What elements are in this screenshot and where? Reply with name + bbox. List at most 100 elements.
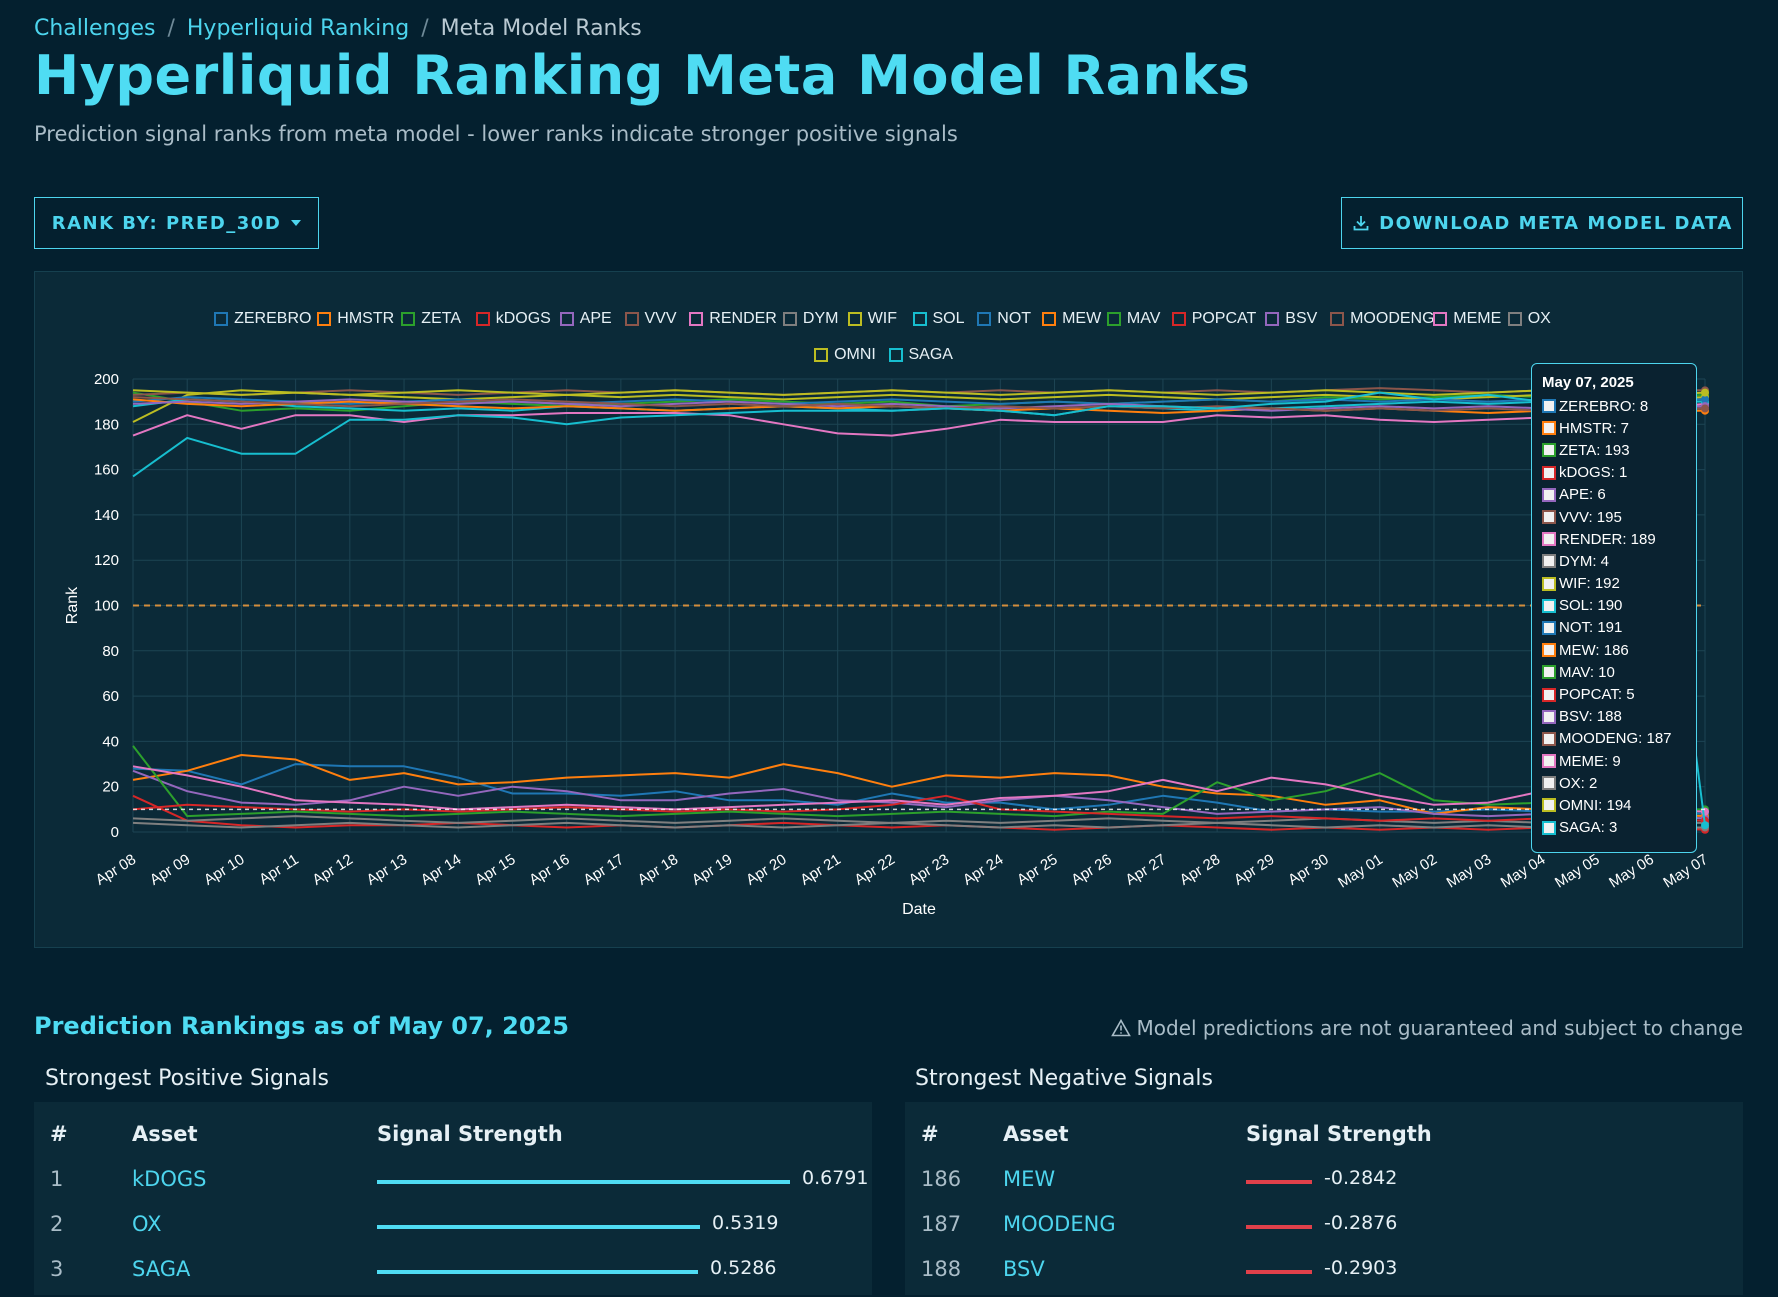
legend-label: MOODENG xyxy=(1350,310,1435,327)
series-line-bsv xyxy=(132,398,1706,412)
legend-item-mav[interactable]: MAV xyxy=(1106,310,1160,328)
page-subtitle: Prediction signal ranks from meta model … xyxy=(34,122,958,146)
tooltip-swatch xyxy=(1542,665,1556,680)
legend-item-wif[interactable]: WIF xyxy=(847,310,898,328)
tooltip-row: VVV: 195 xyxy=(1542,506,1686,528)
legend-swatch xyxy=(912,312,927,326)
x-tick-label: May 06 xyxy=(1606,851,1657,891)
x-tick-label: May 07 xyxy=(1660,851,1711,891)
y-tick-label: 160 xyxy=(94,462,119,479)
asset-link-saga[interactable]: SAGA xyxy=(132,1257,191,1281)
legend-label: HMSTR xyxy=(337,310,395,327)
legend-swatch xyxy=(689,312,704,326)
table-row: 3 SAGA 0.5286 xyxy=(34,1257,872,1297)
legend-item-zerebro[interactable]: ZEREBRO xyxy=(214,310,311,328)
rank-by-label: RANK BY: PRED_30D xyxy=(51,212,282,234)
legend-label: SAGA xyxy=(908,346,953,363)
legend-item-kdogs[interactable]: kDOGS xyxy=(475,310,551,328)
series-point-saga xyxy=(1701,821,1709,830)
x-tick-label: Apr 28 xyxy=(1177,851,1223,889)
breadcrumb-current: Meta Model Ranks xyxy=(440,16,642,41)
legend-label: ZEREBRO xyxy=(234,310,312,327)
legend-item-ape[interactable]: APE xyxy=(559,310,612,328)
legend-swatch xyxy=(214,312,229,326)
tooltip-row: ZETA: 193 xyxy=(1542,439,1686,461)
tooltip-swatch xyxy=(1542,576,1556,591)
tooltip-value: HMSTR: 7 xyxy=(1559,419,1630,437)
legend-item-zeta[interactable]: ZETA xyxy=(401,310,461,328)
signal-strength-value: -0.2876 xyxy=(1324,1212,1398,1234)
x-tick-label: Apr 08 xyxy=(93,851,139,889)
row-rank: 3 xyxy=(50,1257,64,1281)
tooltip-swatch xyxy=(1542,487,1556,502)
asset-link-kdogs[interactable]: kDOGS xyxy=(132,1167,207,1191)
legend-item-vvv[interactable]: VVV xyxy=(624,310,677,328)
legend-swatch xyxy=(475,312,490,326)
tooltip-row: APE: 6 xyxy=(1542,484,1686,506)
asset-link-mew[interactable]: MEW xyxy=(1003,1167,1056,1191)
legend-item-omni[interactable]: OMNI xyxy=(814,346,876,364)
series-line-render xyxy=(132,402,1706,437)
tooltip-swatch xyxy=(1542,598,1556,613)
download-icon xyxy=(1353,216,1369,231)
tooltip-swatch xyxy=(1542,820,1556,835)
legend-item-meme[interactable]: MEME xyxy=(1433,310,1501,328)
tooltip-value: BSV: 188 xyxy=(1559,708,1622,726)
legend-item-sol[interactable]: SOL xyxy=(912,310,965,328)
series-line-hmstr xyxy=(132,754,1706,818)
x-tick-label: Apr 19 xyxy=(689,851,735,889)
page-title: Hyperliquid Ranking Meta Model Ranks xyxy=(34,44,1251,107)
rank-by-dropdown[interactable]: RANK BY: PRED_30D xyxy=(34,197,319,249)
legend-item-dym[interactable]: DYM xyxy=(782,310,838,328)
legend-label: MEW xyxy=(1062,310,1102,327)
asset-link-bsv[interactable]: BSV xyxy=(1003,1257,1045,1281)
legend-label: OX xyxy=(1527,310,1551,327)
download-meta-model-button[interactable]: DOWNLOAD META MODEL DATA xyxy=(1341,197,1743,249)
table-row: 186 MEW -0.2842 xyxy=(905,1167,1743,1207)
table-row: 2 OX 0.5319 xyxy=(34,1212,872,1252)
asset-link-moodeng[interactable]: MOODENG xyxy=(1003,1212,1116,1236)
tooltip-title: May 07, 2025 xyxy=(1542,374,1634,391)
tooltip-row: MEW: 186 xyxy=(1542,639,1686,661)
tooltip-row: SAGA: 3 xyxy=(1542,817,1686,839)
legend-label: ZETA xyxy=(421,310,461,327)
tooltip-row: SOL: 190 xyxy=(1542,595,1686,617)
breadcrumb-hyperliquid-ranking[interactable]: Hyperliquid Ranking xyxy=(186,16,410,41)
legend-item-not[interactable]: NOT xyxy=(977,310,1031,328)
series-line-zeta xyxy=(132,391,1706,412)
legend-item-popcat[interactable]: POPCAT xyxy=(1171,310,1257,328)
y-tick-label: 140 xyxy=(94,507,119,524)
asset-link-ox[interactable]: OX xyxy=(132,1212,162,1236)
legend-item-mew[interactable]: MEW xyxy=(1042,310,1101,328)
legend-label: RENDER xyxy=(709,310,777,327)
series-line-saga xyxy=(132,391,1706,826)
disclaimer: Model predictions are not guaranteed and… xyxy=(1110,1016,1743,1040)
tooltip-value: SOL: 190 xyxy=(1559,597,1623,615)
legend-item-bsv[interactable]: BSV xyxy=(1265,310,1317,328)
tooltip-value: WIF: 192 xyxy=(1559,575,1620,593)
y-axis-title: Rank xyxy=(64,586,81,624)
legend-item-moodeng[interactable]: MOODENG xyxy=(1330,310,1435,328)
tooltip-value: ZEREBRO: 8 xyxy=(1559,397,1649,415)
tooltip-value: DYM: 4 xyxy=(1559,552,1610,570)
legend-swatch xyxy=(401,312,416,326)
tooltip-value: APE: 6 xyxy=(1559,486,1606,504)
series-line-dym xyxy=(132,815,1705,824)
y-tick-label: 80 xyxy=(102,643,119,660)
y-tick-label: 200 xyxy=(94,371,119,388)
legend-swatch xyxy=(1265,312,1280,326)
col-strength-header: Signal Strength xyxy=(377,1122,563,1146)
legend-item-render[interactable]: RENDER xyxy=(689,310,777,328)
tooltip-value: POPCAT: 5 xyxy=(1559,686,1635,704)
legend-item-saga[interactable]: SAGA xyxy=(888,346,953,364)
tooltip-value: ZETA: 193 xyxy=(1559,441,1630,459)
legend-item-hmstr[interactable]: HMSTR xyxy=(317,310,394,328)
series-line-zerebro xyxy=(132,763,1706,815)
x-tick-label: Apr 30 xyxy=(1285,851,1331,889)
breadcrumb-challenges[interactable]: Challenges xyxy=(34,16,156,41)
legend-label: POPCAT xyxy=(1191,310,1257,327)
legend-label: WIF xyxy=(867,310,898,327)
legend-item-ox[interactable]: OX xyxy=(1507,310,1551,328)
legend-swatch xyxy=(317,312,332,326)
